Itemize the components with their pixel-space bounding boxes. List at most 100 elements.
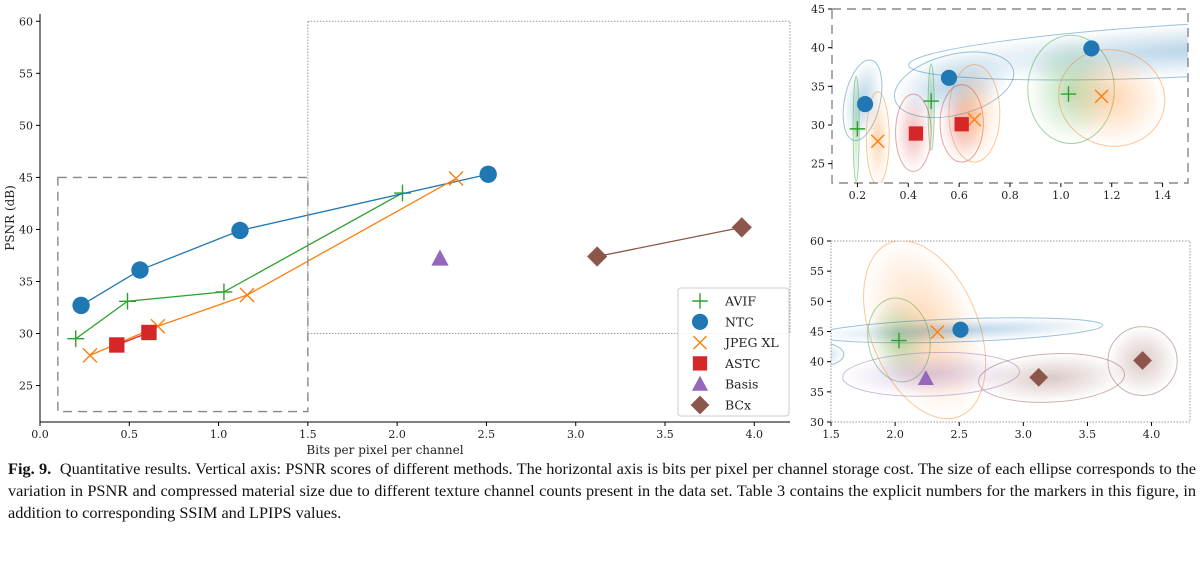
series-astc	[908, 117, 969, 141]
data-point	[431, 249, 449, 266]
data-point	[72, 296, 90, 315]
data-point	[1029, 367, 1049, 387]
legend-label: JPEG XL	[723, 335, 779, 350]
x-tick-label: 2.0	[886, 428, 904, 441]
y-tick-label: 40	[810, 356, 824, 369]
data-point	[239, 287, 255, 303]
series-jpeg-xl	[930, 325, 945, 340]
data-point	[731, 217, 752, 238]
plot-area	[660, 241, 1178, 436]
zoom-region-dashed	[57, 176, 309, 413]
x-tick-label: 1.5	[822, 428, 840, 441]
x-tick-label: 0.0	[31, 428, 49, 441]
data-point	[141, 324, 157, 341]
series-bcx	[1029, 351, 1152, 387]
legend-marker-triangle	[691, 375, 709, 391]
y-tick-label: 40	[19, 223, 33, 236]
data-point	[82, 347, 98, 363]
series-line	[80, 173, 489, 306]
data-point	[109, 337, 125, 353]
y-tick-label: 45	[810, 326, 824, 339]
y-tick-label: 35	[19, 275, 33, 288]
data-point	[1133, 351, 1152, 370]
legend-label: BCx	[725, 398, 751, 413]
data-point	[952, 321, 969, 338]
plot-area	[842, 17, 1188, 183]
y-tick-label: 50	[810, 295, 824, 308]
y-tick-label: 30	[811, 119, 825, 132]
y-tick-label: 55	[810, 265, 824, 278]
data-point	[231, 221, 249, 240]
data-point	[587, 246, 608, 267]
ellipse-jpeg-xl	[865, 91, 890, 183]
panel-main: 0.0 0.5 1.0 1.5 2.0 2.5 3.0 3.5 4.0 25 30 35 40 45 50 5…	[3, 14, 791, 457]
x-tick-label: 2.5	[478, 428, 496, 441]
data-point	[131, 261, 149, 279]
data-point	[1094, 89, 1109, 104]
x-axis-label: Bits per pixel per channel	[306, 443, 463, 457]
y-tick-label: 60	[810, 235, 824, 248]
y-tick-label: 50	[19, 119, 33, 132]
legend-label: NTC	[725, 314, 754, 329]
legend-label: AVIF	[724, 294, 756, 309]
figure-charts: 0.0 0.5 1.0 1.5 2.0 2.5 3.0 3.5 4.0 25 30 35 40 45 50 5…	[3, 3, 1191, 457]
data-point	[908, 126, 924, 141]
x-tick-label: 0.6	[950, 189, 968, 202]
data-point	[849, 121, 866, 137]
caption-text: Quantitative results. Vertical axis: PSN…	[8, 459, 1196, 522]
x-tick-label: 3.0	[1015, 428, 1033, 441]
y-tick-label: 25	[811, 158, 825, 171]
x-tick-label: 2.5	[950, 428, 968, 441]
data-point	[954, 117, 969, 132]
series-line	[75, 192, 403, 340]
x-tick-label: 1.2	[1103, 189, 1121, 202]
data-point	[479, 165, 497, 183]
legend-marker-circle	[691, 313, 709, 330]
x-tick-label: 3.0	[567, 428, 585, 441]
series-jpeg-xl	[870, 89, 1109, 149]
data-point	[856, 96, 874, 113]
y-tick-label: 45	[811, 3, 825, 16]
data-point	[215, 283, 233, 301]
series-ntc	[72, 165, 497, 315]
legend-marker-plus	[692, 293, 708, 309]
data-point	[891, 332, 907, 349]
series-line	[597, 226, 742, 258]
y-tick-label: 40	[811, 42, 825, 55]
y-tick-label: 45	[19, 171, 33, 184]
data-point	[1060, 86, 1077, 102]
series-avif	[891, 332, 907, 349]
y-tick-label: 30	[810, 416, 824, 429]
y-tick-label: 30	[19, 328, 33, 341]
legend-marker-diamond	[690, 395, 710, 415]
legend-label: Basis	[725, 377, 758, 392]
data-point	[660, 398, 676, 414]
caption-label: Fig. 9.	[8, 459, 52, 478]
x-tick-label: 4.0	[1143, 428, 1161, 441]
legend: AVIF NTC JPEG XL ASTC Basis BCx	[677, 287, 790, 417]
x-tick-label: 1.5	[299, 428, 317, 441]
ellipse-ntc	[831, 343, 845, 366]
panel-inset-bottom: 1.5 2.0 2.5 3.0 3.5 4.0 30 35 40 45 50 55 60	[660, 235, 1191, 441]
legend-marker-square	[692, 356, 708, 371]
x-tick-label: 0.2	[849, 189, 867, 202]
x-tick-label: 2.0	[388, 428, 406, 441]
data-point	[870, 134, 885, 149]
data-point	[448, 170, 464, 186]
series-astc	[687, 414, 724, 436]
y-tick-label: 35	[811, 80, 825, 93]
data-point	[940, 69, 958, 86]
y-tick-label: 60	[19, 15, 33, 28]
y-tick-label: 35	[810, 386, 824, 399]
x-tick-label: 1.0	[210, 428, 228, 441]
y-axis-label: PSNR (dB)	[3, 185, 17, 251]
x-tick-label: 4.0	[746, 428, 764, 441]
data-point	[930, 325, 945, 340]
series-basis	[917, 370, 934, 386]
x-tick-label: 3.5	[656, 428, 674, 441]
series-ntc	[660, 321, 969, 414]
zoom-region-dotted	[307, 20, 791, 335]
series-astc	[109, 324, 157, 353]
panel-inset-top: 0.2 0.4 0.6 0.8 1.0 1.2 1.4 25 30 35 40 45	[811, 3, 1189, 202]
